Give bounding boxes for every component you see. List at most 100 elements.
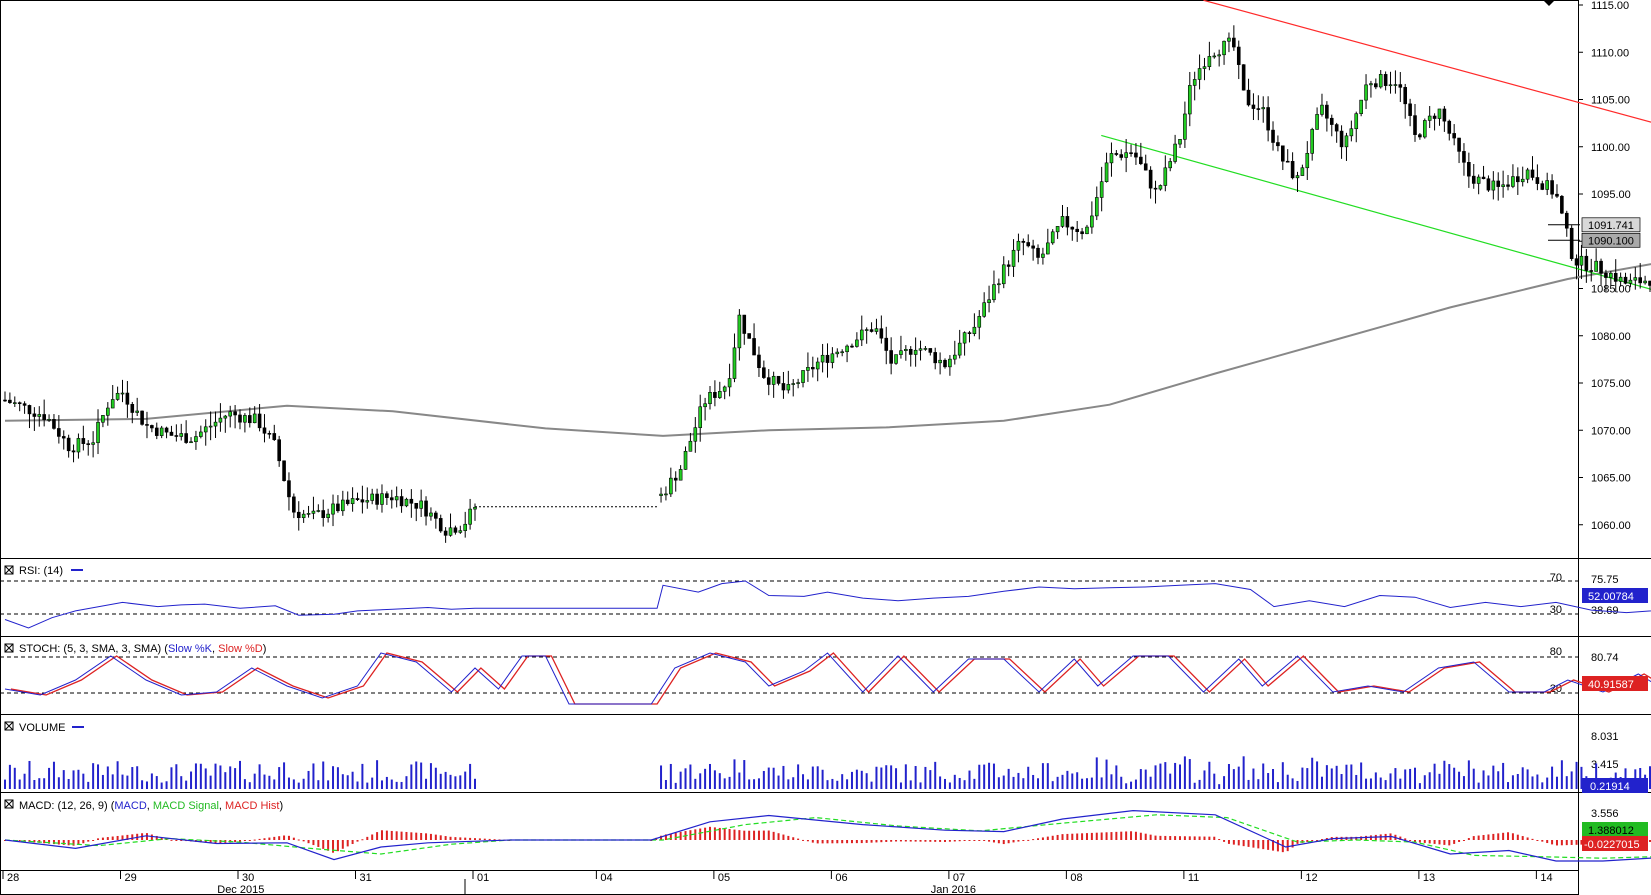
macd-hist-bar: [199, 840, 202, 843]
volume-bar: [1335, 765, 1338, 789]
candle-body: [336, 503, 340, 512]
volume-bar: [1355, 774, 1358, 789]
volume-bar: [757, 778, 760, 789]
volume-bar: [1374, 772, 1377, 789]
candle-body: [473, 506, 477, 510]
volume-bar: [1237, 766, 1240, 789]
volume-bar: [1267, 773, 1270, 789]
candle-body: [1393, 84, 1398, 86]
macd-hist-bar: [1002, 840, 1005, 845]
macd-hist-bar: [1144, 833, 1147, 840]
candle-body: [928, 348, 933, 353]
volume-bar: [1134, 779, 1137, 789]
macd-hist-bar: [1056, 834, 1059, 840]
candle-body: [1246, 89, 1251, 106]
volume-bar: [239, 760, 241, 789]
candle-body: [189, 441, 193, 444]
volume-bar: [62, 770, 65, 789]
macd-hist-bar: [72, 840, 75, 846]
macd-hist-bar: [1291, 840, 1294, 848]
volume-bar: [209, 775, 212, 789]
candle-body: [1227, 37, 1231, 42]
candle-body: [1139, 156, 1143, 165]
macd-hist-bar: [669, 833, 672, 840]
macd-hist-bar: [385, 830, 388, 840]
candle-body: [791, 383, 796, 385]
candle-body: [174, 435, 179, 437]
price-tags: 1091.741 1090.100: [1548, 217, 1641, 248]
volume-bar: [395, 781, 398, 789]
macd-hist-bar: [904, 840, 907, 842]
volume-bar: [341, 774, 344, 789]
macd-hist-bar: [689, 830, 692, 840]
volume-bar: [1286, 774, 1289, 789]
candle-body: [3, 399, 7, 402]
candle-body: [199, 431, 203, 437]
macd-params: MACD: (12, 26, 9): [19, 800, 108, 812]
candle-body: [1618, 276, 1623, 282]
volume-bar: [934, 761, 937, 789]
volume-bar: [1369, 778, 1372, 789]
volume-bar: [914, 766, 917, 789]
price-tick-label: 1065.00: [1591, 473, 1631, 485]
candle-body: [859, 329, 864, 341]
candle-body: [943, 359, 947, 368]
stoch-scale-top: 80.74: [1591, 652, 1619, 664]
trend-lines-layer: [1101, 0, 1651, 290]
macd-hist-bar: [1477, 835, 1480, 840]
candle-body: [1281, 145, 1285, 162]
price-tick-label: 1060.00: [1591, 520, 1631, 532]
volume-bar: [400, 781, 403, 789]
volume-bar: [983, 764, 986, 789]
stoch-paren-close: ): [263, 643, 267, 655]
macd-hist-bar: [1237, 840, 1240, 846]
candle-body: [727, 378, 732, 388]
volume-bar: [72, 770, 75, 789]
volume-bar: [753, 779, 756, 789]
candle-body: [262, 427, 267, 434]
candle-body: [1011, 249, 1016, 267]
candle-body: [1574, 258, 1579, 266]
volume-bar: [150, 773, 153, 789]
macd-hist-bar: [62, 840, 65, 845]
macd-hist-bar: [997, 840, 1000, 844]
candle-body: [71, 450, 76, 453]
candle-body: [1609, 272, 1613, 278]
volume-bar: [1360, 762, 1363, 789]
macd-hist-bar: [919, 840, 922, 842]
close-panel-icon-cross: [4, 721, 14, 731]
candle-body: [713, 392, 717, 398]
macd-hist-bar: [1306, 840, 1309, 842]
macd-hist-bar: [1521, 836, 1524, 840]
candle-body: [781, 383, 786, 391]
candle-body: [659, 493, 663, 496]
last-price-value: 1091.741: [1588, 220, 1634, 232]
macd-hist-bar: [243, 840, 246, 841]
macd-hist-bar: [204, 840, 207, 843]
candle-body: [306, 513, 311, 515]
volume-bar: [194, 763, 197, 789]
volume-bar: [1022, 778, 1025, 789]
macd-hist-bar: [762, 830, 765, 840]
volume-bar: [459, 775, 462, 789]
volume-bar: [464, 771, 467, 789]
volume-bar: [4, 779, 6, 789]
candle-body: [1457, 137, 1461, 152]
macd-hist-bar: [1223, 840, 1226, 842]
day-label: 29: [125, 872, 137, 884]
candle-body: [1388, 84, 1393, 87]
macd-hist-bar: [1286, 840, 1289, 852]
scroll-marker-icon[interactable]: [1543, 0, 1555, 6]
macd-hist-bar: [709, 826, 711, 840]
volume-bar: [116, 761, 119, 789]
macd-hist-bar: [1041, 837, 1044, 840]
candle-body: [1535, 177, 1540, 184]
candle-body: [1530, 169, 1535, 178]
volume-bar: [1105, 759, 1108, 789]
candle-body: [1114, 153, 1119, 155]
candle-body: [1339, 130, 1344, 148]
macd-line: [4, 809, 1651, 862]
price-tick-label: 1110.00: [1591, 47, 1629, 59]
volume-bar: [1453, 767, 1456, 789]
volume-bar: [787, 779, 790, 789]
